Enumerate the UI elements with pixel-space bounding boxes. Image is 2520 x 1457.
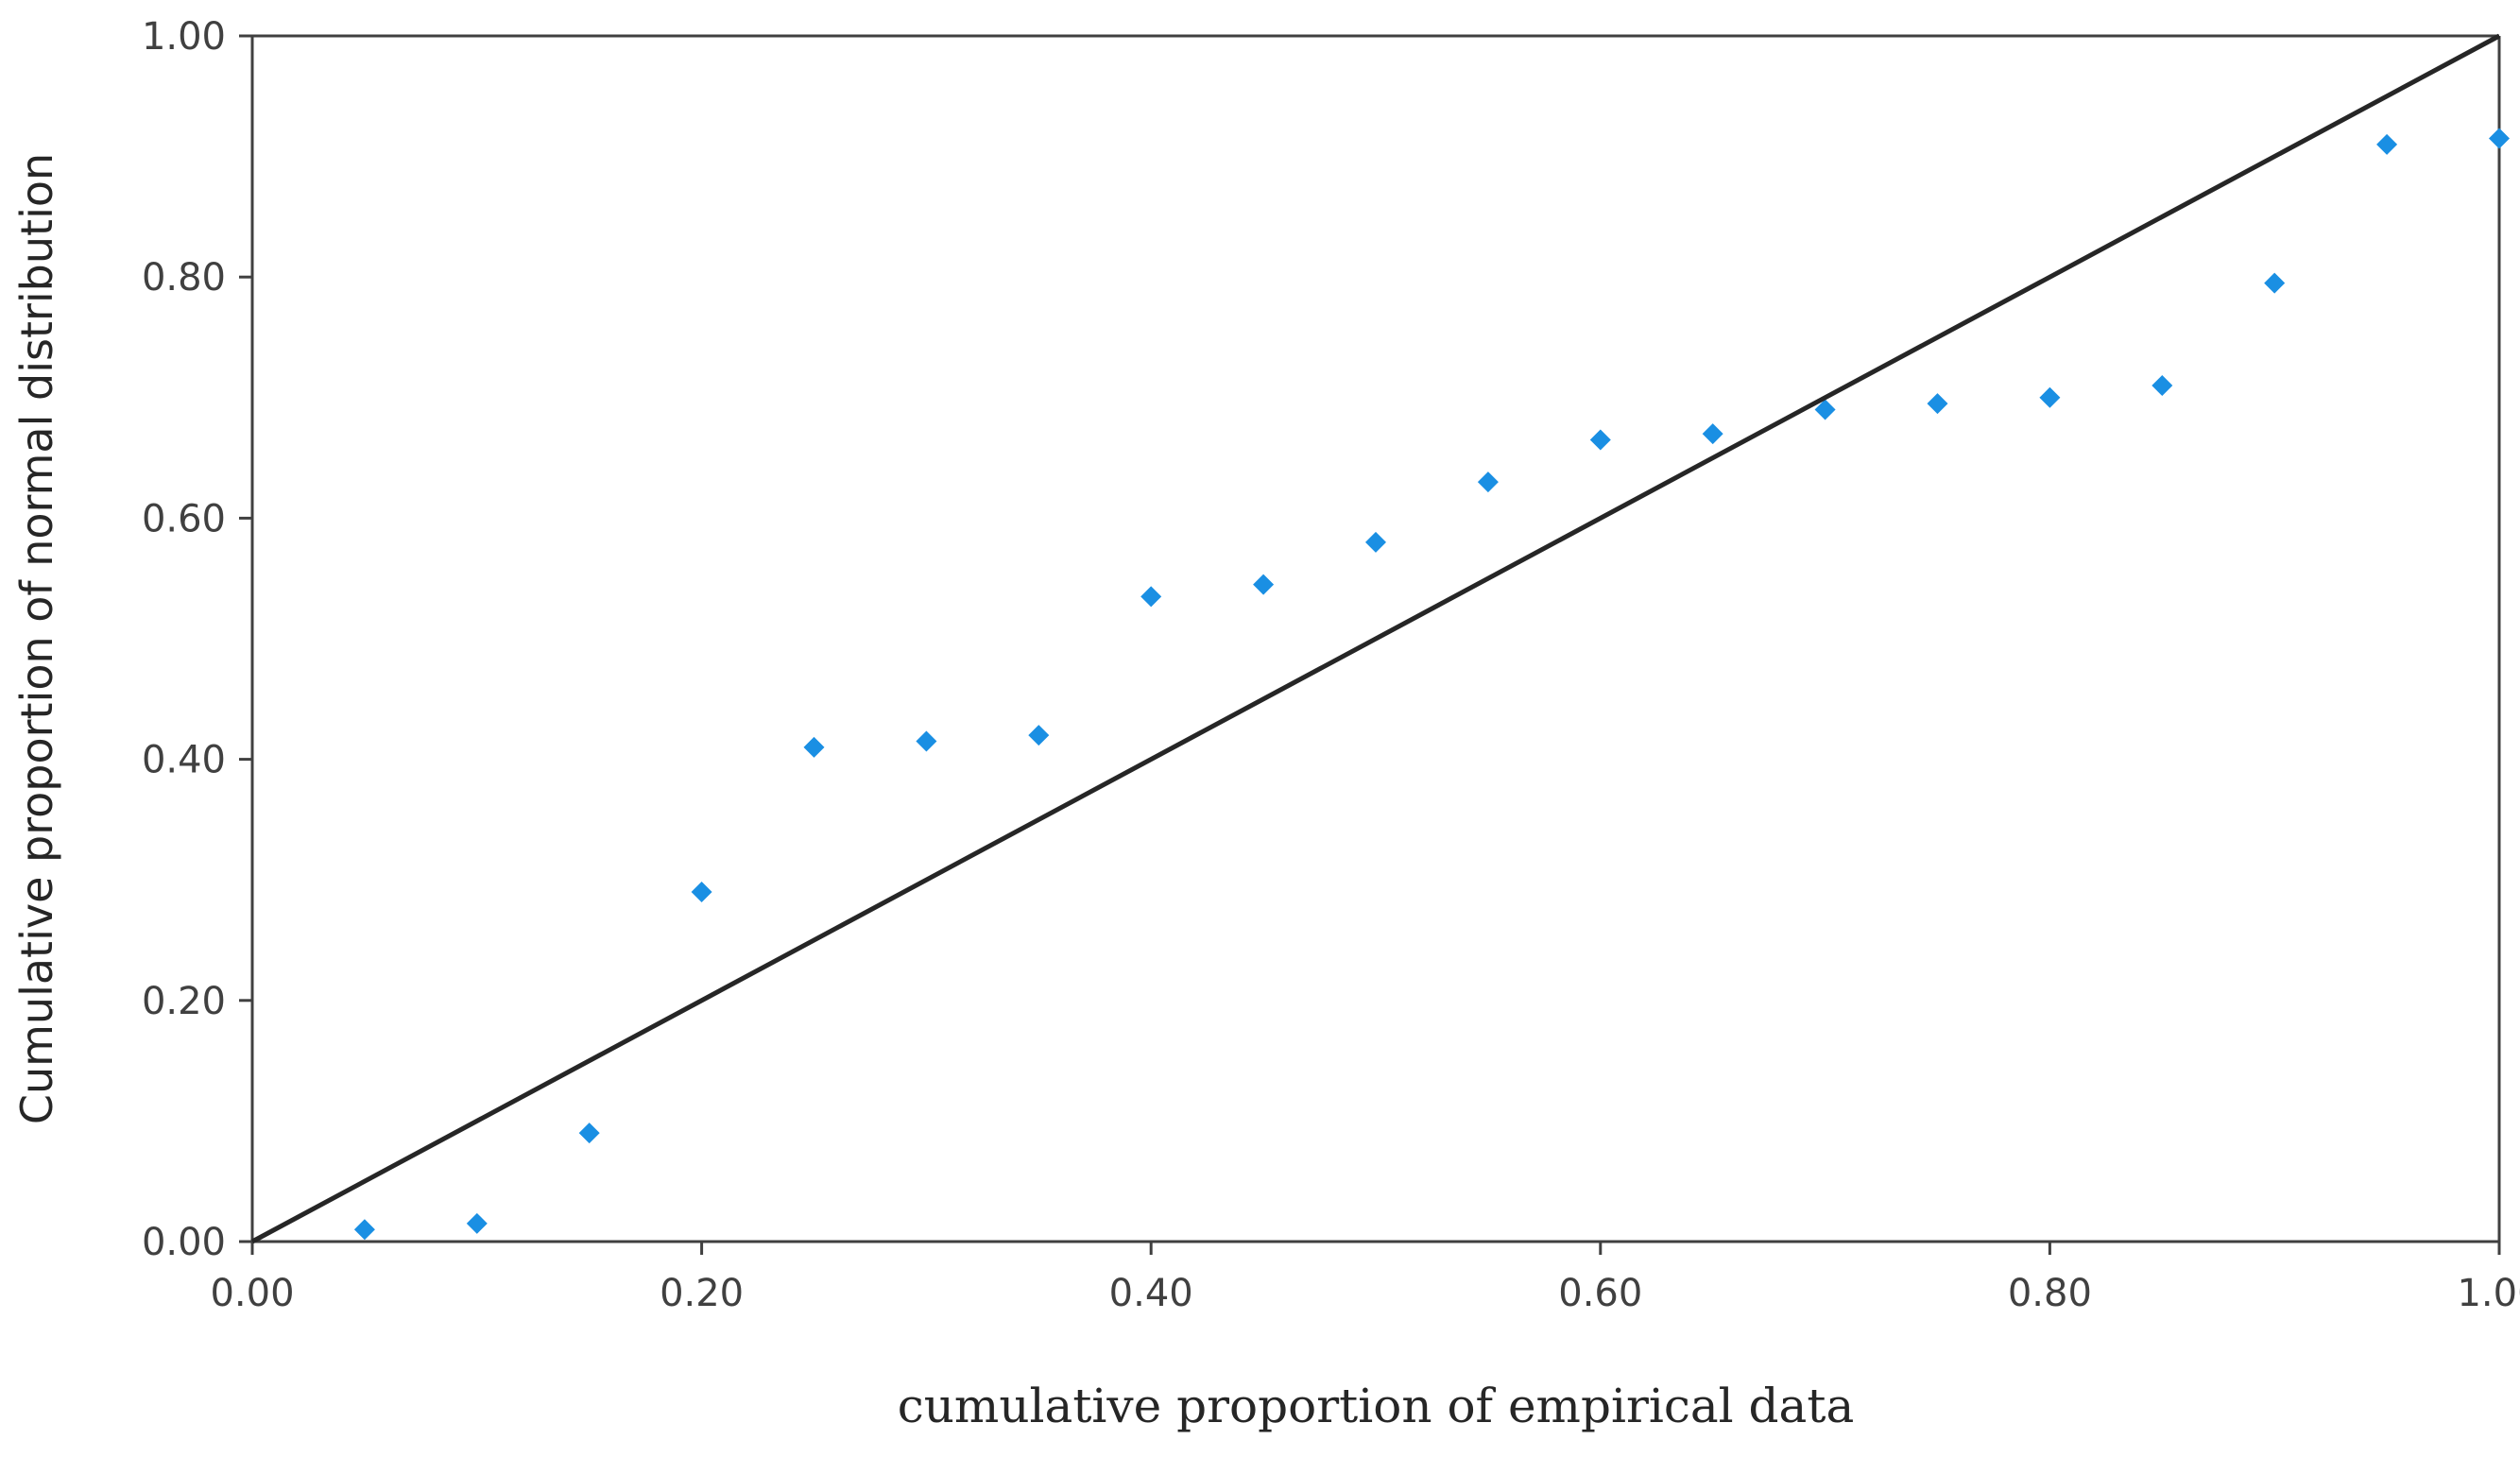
data-point <box>916 730 937 752</box>
data-point <box>2039 386 2061 408</box>
data-point <box>578 1123 600 1144</box>
data-point <box>1477 471 1499 493</box>
data-point <box>1814 399 1836 420</box>
x-tick-label: 0.60 <box>1558 1272 1642 1315</box>
axis-ticks: 0.00 0.20 0.40 0.60 0.80 1.00 0.00 0.20 0.40 0.60… <box>142 15 2520 1315</box>
data-point <box>1253 574 1275 595</box>
y-tick-label: 0.00 <box>142 1221 226 1264</box>
x-tick-label: 0.40 <box>1109 1272 1193 1315</box>
data-point <box>353 1219 375 1241</box>
data-point <box>2264 272 2286 294</box>
data-marks <box>250 33 2510 1244</box>
x-axis-title: cumulative proportion of empirical data <box>898 1379 1855 1433</box>
data-point <box>2151 375 2173 397</box>
y-tick-label: 0.40 <box>142 739 226 782</box>
data-point <box>1927 393 1948 415</box>
data-point <box>1589 429 1611 451</box>
y-axis-title: Cumulative proportion of normal distribu… <box>11 153 62 1124</box>
y-tick-label: 0.60 <box>142 497 226 540</box>
x-tick-label: 0.20 <box>660 1272 744 1315</box>
data-point <box>803 736 825 758</box>
y-tick-label: 0.80 <box>142 256 226 300</box>
plot-area <box>250 34 2501 1243</box>
data-point <box>1028 725 1050 746</box>
x-tick-label: 0.00 <box>210 1272 294 1315</box>
data-point <box>2489 128 2510 149</box>
data-point <box>1365 531 1386 553</box>
reference-line <box>250 33 2501 1244</box>
data-point <box>466 1212 488 1234</box>
data-point <box>1702 423 1723 445</box>
data-point <box>2376 133 2398 155</box>
data-point <box>1140 586 1162 608</box>
x-tick-label: 0.80 <box>2008 1272 2092 1315</box>
data-point <box>691 881 712 902</box>
x-tick-label: 1.00 <box>2457 1272 2520 1315</box>
y-tick-label: 1.00 <box>142 15 226 59</box>
y-tick-label: 0.20 <box>142 980 226 1023</box>
